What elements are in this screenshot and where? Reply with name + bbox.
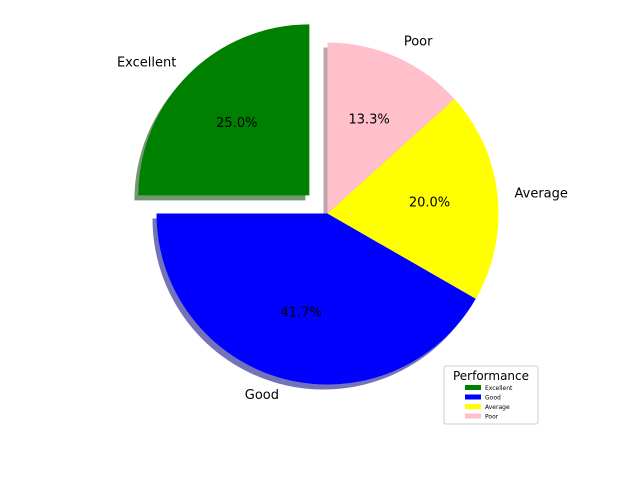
legend: Performance Excellent Good Average Poor (443, 365, 539, 425)
wedge-good (156, 213, 476, 385)
category-label-excellent: Excellent (117, 55, 176, 70)
percent-label-excellent: 25.0% (216, 116, 257, 131)
category-label-average: Average (515, 186, 568, 201)
legend-frame (443, 365, 539, 425)
percent-label-good: 41.7% (280, 306, 321, 321)
percent-label-average: 20.0% (409, 196, 450, 211)
wedge-excellent (138, 24, 310, 196)
pie-labels: Excellent 25.0% Good 41.7% Average 20.0% Poor 1… (117, 35, 568, 404)
wedge-poor (327, 42, 455, 214)
legend-swatch-poor (465, 413, 481, 419)
category-label-good: Good (245, 388, 279, 403)
percent-label-poor: 13.3% (348, 113, 389, 128)
legend-label-excellent: Excellent (485, 385, 513, 392)
legend-swatch-average (465, 404, 481, 409)
wedge-average (327, 98, 499, 299)
category-label-poor: Poor (404, 35, 433, 50)
legend-label-poor: Poor (485, 414, 499, 421)
pie-wedges (138, 24, 499, 385)
legend-swatch-excellent (465, 385, 481, 390)
legend-label-average: Average (485, 404, 510, 411)
legend-label-good: Good (485, 395, 501, 402)
legend-swatch-good (465, 394, 481, 400)
legend-items: Excellent Good Average Poor (465, 385, 513, 421)
legend-title: Performance (453, 369, 529, 383)
